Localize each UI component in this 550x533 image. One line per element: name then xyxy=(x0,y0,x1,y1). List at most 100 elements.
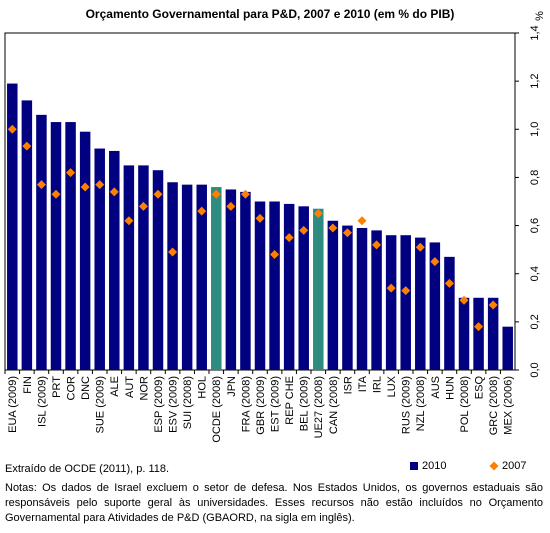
bar xyxy=(36,114,47,370)
x-tick-label: COR xyxy=(65,376,77,401)
y-tick-label: 1,4 xyxy=(529,25,541,40)
x-tick-label: FRA (2008) xyxy=(240,376,252,432)
legend-label: 2007 xyxy=(502,460,526,472)
legend-swatch xyxy=(489,461,499,471)
x-tick-label: ESV (2009) xyxy=(167,376,179,433)
x-tick-label: ALE xyxy=(109,376,121,397)
y-tick-label: 1,2 xyxy=(529,73,541,88)
bar xyxy=(167,182,178,370)
x-tick-label: ISR xyxy=(342,376,354,394)
bar xyxy=(211,187,222,370)
x-tick-label: ISL (2009) xyxy=(36,376,48,427)
source: Extraído de OCDE (2011), p. 118. xyxy=(5,463,169,475)
x-tick-label: NOR xyxy=(138,376,150,401)
x-tick-label: REP CHE xyxy=(284,376,296,425)
bar xyxy=(196,184,207,370)
marker xyxy=(328,223,338,233)
marker xyxy=(255,213,265,223)
x-tick-label: AUT xyxy=(124,376,136,398)
bar xyxy=(109,150,120,370)
x-tick-label: EUA (2009) xyxy=(7,376,19,433)
bar xyxy=(152,170,164,370)
bar xyxy=(342,225,353,370)
x-tick-label: NZL (2008) xyxy=(415,376,427,431)
bar xyxy=(7,83,18,371)
x-tick-label: RUS (2009) xyxy=(401,376,413,434)
bar xyxy=(138,165,149,370)
marker xyxy=(153,189,163,199)
x-tick-label: AUS xyxy=(430,376,442,399)
marker xyxy=(270,249,280,259)
x-tick-label: ESQ xyxy=(473,376,485,400)
bar xyxy=(269,201,280,370)
marker xyxy=(66,168,76,178)
marker xyxy=(138,201,148,211)
marker xyxy=(109,187,119,197)
marker xyxy=(36,180,46,190)
marker xyxy=(372,240,382,250)
x-tick-label: HOL xyxy=(197,376,209,399)
x-tick-label: EST (2009) xyxy=(269,376,281,432)
marker xyxy=(240,189,250,199)
chart-title: Orçamento Governamental para P&D, 2007 e… xyxy=(86,7,455,21)
x-tick-label: IRL xyxy=(371,376,383,393)
x-tick-label: JPN xyxy=(226,376,238,397)
bar xyxy=(502,326,513,370)
x-tick-label: UE27 (2008) xyxy=(313,376,325,438)
bar xyxy=(298,206,309,370)
bar xyxy=(356,227,368,370)
bar xyxy=(327,220,339,370)
x-tick-label: ESP (2009) xyxy=(153,376,165,433)
x-tick-label: GRC (2008) xyxy=(488,376,500,435)
x-tick-label: MEX (2006) xyxy=(503,376,515,435)
marker xyxy=(459,295,469,305)
marker xyxy=(7,124,17,134)
marker xyxy=(211,189,221,199)
bar xyxy=(123,165,135,370)
y-axis-label: % xyxy=(534,11,546,21)
marker xyxy=(22,141,32,151)
marker xyxy=(430,257,440,267)
bar xyxy=(283,203,295,370)
marker xyxy=(444,278,454,288)
bar xyxy=(181,184,193,370)
x-tick-label: FIN xyxy=(22,376,34,394)
bar xyxy=(371,230,382,370)
bar xyxy=(254,201,266,370)
bar xyxy=(400,235,411,370)
bar xyxy=(65,122,76,370)
bar xyxy=(79,131,91,370)
marker xyxy=(386,283,396,293)
marker xyxy=(299,225,309,235)
notes: Notas: Os dados de Israel excluem o seto… xyxy=(5,482,543,524)
marker xyxy=(357,216,367,226)
marker xyxy=(226,201,236,211)
y-tick-label: 0,4 xyxy=(529,266,541,281)
bar xyxy=(429,242,441,370)
x-tick-label: SUE (2009) xyxy=(95,376,107,433)
marker xyxy=(401,286,411,296)
x-tick-label: DNC xyxy=(80,376,92,400)
marker xyxy=(197,206,207,216)
legend-swatch xyxy=(410,462,418,470)
bar xyxy=(415,237,426,370)
bar xyxy=(225,189,237,370)
x-tick-label: GBR (2009) xyxy=(255,376,267,435)
marker xyxy=(313,209,323,219)
marker xyxy=(342,228,352,238)
x-tick-label: LUX xyxy=(386,375,398,397)
bar xyxy=(385,235,397,370)
marker xyxy=(415,242,425,252)
bar xyxy=(21,100,33,371)
y-tick-label: 0,8 xyxy=(529,170,541,185)
bar xyxy=(487,297,499,370)
bar xyxy=(313,208,324,370)
x-tick-label: SUI (2008) xyxy=(182,376,194,429)
marker xyxy=(95,180,105,190)
x-tick-label: ITA xyxy=(357,375,369,392)
bar xyxy=(444,256,455,370)
marker xyxy=(488,300,498,310)
x-tick-label: HUN xyxy=(444,376,456,400)
